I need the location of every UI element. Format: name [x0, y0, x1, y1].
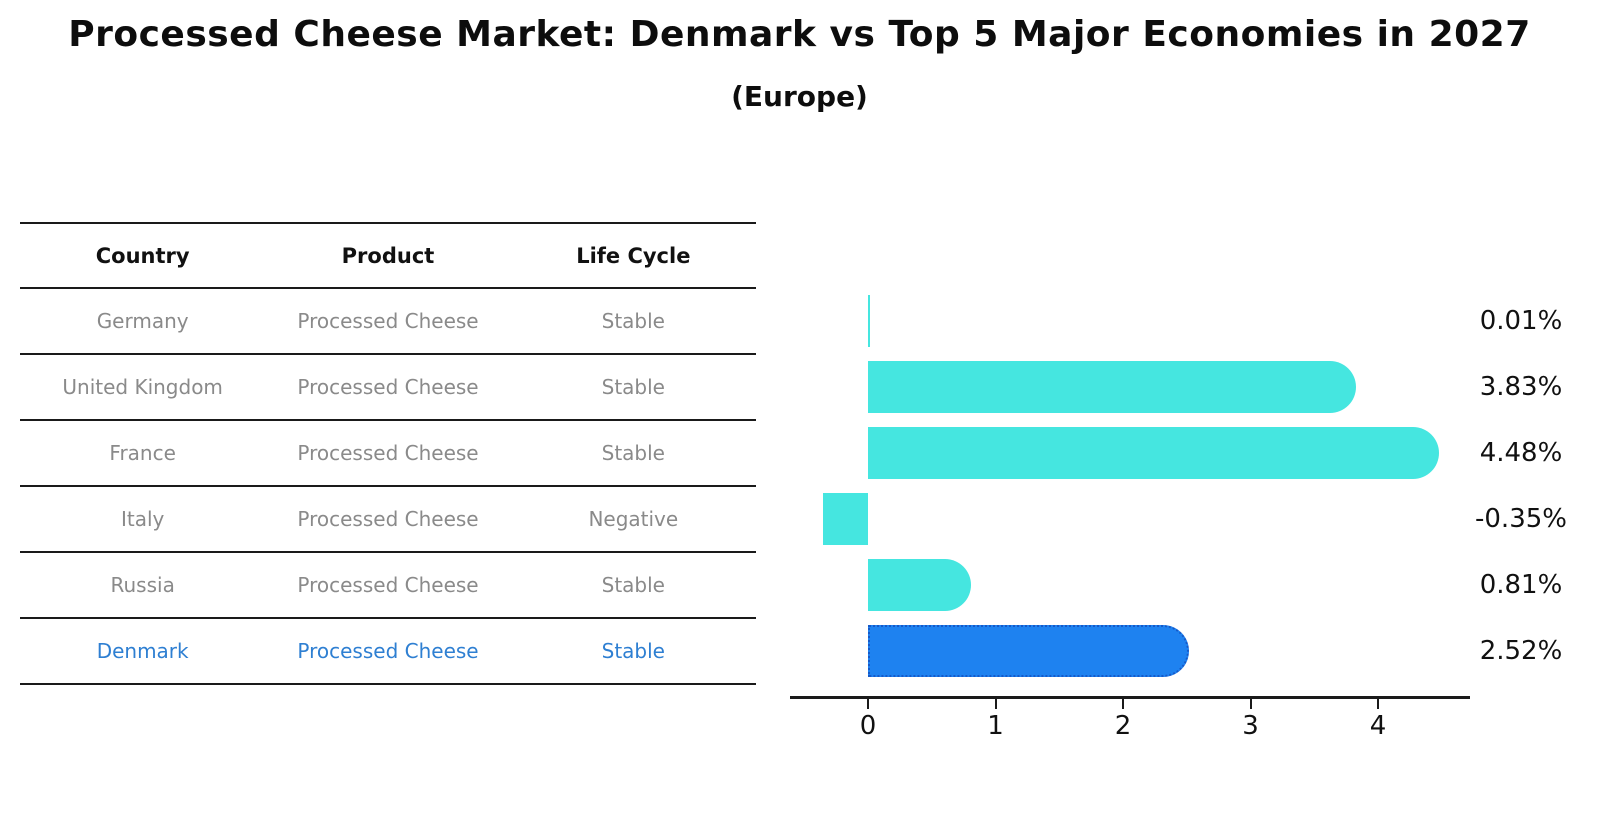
value-label-france: 4.48% — [1479, 438, 1563, 468]
chart-subtitle: (Europe) — [731, 80, 868, 113]
bar-russia — [868, 559, 972, 611]
table-row-germany: Germany Processed Cheese Stable — [20, 289, 756, 353]
table-row-denmark: Denmark Processed Cheese Stable — [20, 619, 756, 683]
x-tick-mark-2 — [1122, 699, 1124, 709]
cell-country: United Kingdom — [62, 375, 223, 399]
bar-france — [868, 427, 1440, 479]
value-label-germany: 0.01% — [1479, 306, 1563, 336]
table-top-rule — [20, 222, 756, 224]
bar-united-kingdom — [868, 361, 1357, 413]
cell-product: Processed Cheese — [297, 573, 479, 597]
chart-title: Processed Cheese Market: Denmark vs Top … — [68, 14, 1531, 55]
cell-product: Processed Cheese — [297, 507, 479, 531]
value-label-italy: -0.35% — [1475, 504, 1567, 534]
x-tick-label-0: 0 — [859, 711, 877, 741]
column-header-life-cycle: Life Cycle — [576, 243, 691, 268]
cell-country: Denmark — [96, 639, 189, 663]
x-axis-line — [790, 696, 1470, 699]
cell-product: Processed Cheese — [297, 441, 479, 465]
table-row-rule — [20, 683, 756, 685]
x-tick-label-3: 3 — [1242, 711, 1259, 741]
table-row-rule — [20, 617, 756, 619]
column-header-country: Country — [95, 243, 190, 268]
table-row-united-kingdom: United Kingdom Processed Cheese Stable — [20, 355, 756, 419]
table-header-rule — [20, 287, 756, 289]
cell-country: Russia — [110, 573, 175, 597]
bar-italy — [823, 493, 868, 545]
table-body: Germany Processed Cheese Stable United King… — [20, 289, 756, 685]
bar-denmark — [868, 625, 1190, 677]
cell-life-cycle: Negative — [588, 507, 679, 531]
cell-product: Processed Cheese — [297, 309, 479, 333]
x-tick-mark-1 — [994, 699, 997, 709]
cell-life-cycle: Stable — [601, 639, 665, 663]
x-tick-label-1: 1 — [987, 711, 1004, 741]
table-row-rule — [20, 485, 756, 487]
table-row-italy: Italy Processed Cheese Negative — [20, 487, 756, 551]
cell-life-cycle: Stable — [601, 309, 665, 333]
bar-germany — [868, 295, 870, 347]
data-table: Country Product Life Cycle Germany Proces… — [20, 222, 756, 685]
cell-country: Germany — [96, 309, 189, 333]
table-row-rule — [20, 353, 756, 355]
x-tick-label-4: 4 — [1369, 711, 1387, 741]
cell-product: Processed Cheese — [297, 375, 479, 399]
x-tick-label-2: 2 — [1114, 711, 1132, 741]
table-row-russia: Russia Processed Cheese Stable — [20, 553, 756, 617]
cell-life-cycle: Stable — [601, 441, 665, 465]
column-header-product: Product — [341, 243, 435, 268]
cell-life-cycle: Stable — [601, 573, 665, 597]
value-label-russia: 0.81% — [1479, 570, 1563, 600]
x-tick-mark-0 — [867, 699, 869, 709]
value-label-united-kingdom: 3.83% — [1479, 372, 1563, 402]
x-tick-mark-3 — [1249, 699, 1252, 709]
cell-country: France — [109, 441, 176, 465]
cell-country: Italy — [120, 507, 165, 531]
cell-product: Processed Cheese — [297, 639, 479, 663]
x-tick-mark-4 — [1377, 699, 1379, 709]
cell-life-cycle: Stable — [601, 375, 665, 399]
table-row-rule — [20, 551, 756, 553]
table-header-row: Country Product Life Cycle — [20, 224, 756, 287]
table-row-france: France Processed Cheese Stable — [20, 421, 756, 485]
table-row-rule — [20, 419, 756, 421]
value-label-denmark: 2.52% — [1479, 636, 1563, 666]
